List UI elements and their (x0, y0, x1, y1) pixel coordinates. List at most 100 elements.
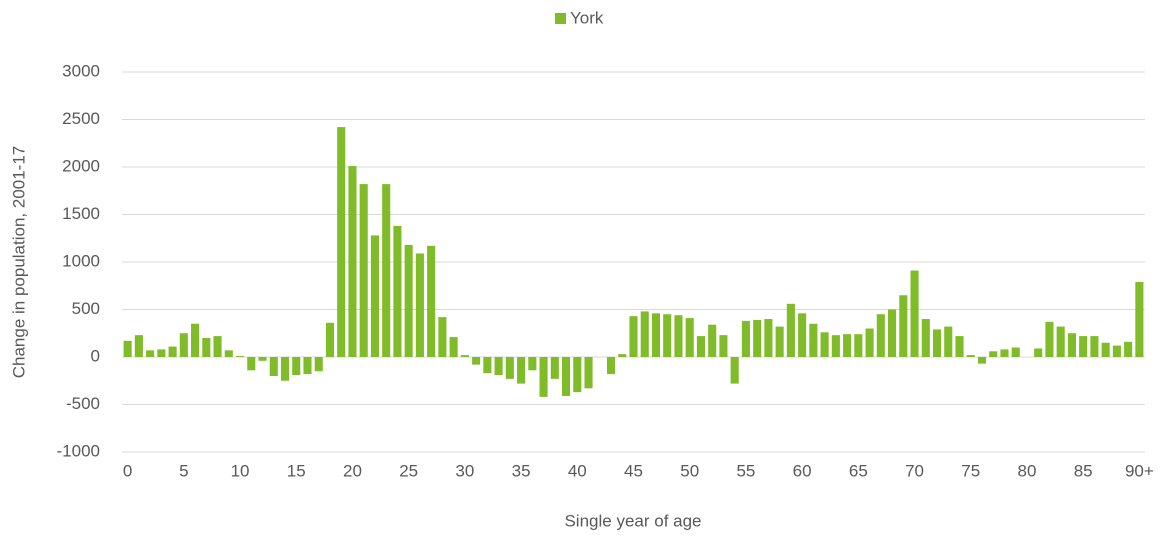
y-tick-label: 3000 (62, 61, 100, 80)
bar (269, 357, 278, 376)
bar (1090, 336, 1099, 357)
bar (640, 311, 649, 357)
bar (404, 244, 413, 357)
bar (910, 270, 919, 357)
y-axis-title: Change in population, 2001-17 (9, 146, 28, 379)
bar (921, 319, 930, 357)
x-tick-label: 45 (624, 461, 643, 480)
bar (494, 357, 503, 376)
bar (944, 326, 953, 357)
bar (483, 357, 492, 374)
bar (584, 357, 593, 389)
y-tick-label: 2000 (62, 156, 100, 175)
bar (1112, 345, 1121, 357)
x-tick-label: 5 (179, 461, 188, 480)
bar (348, 166, 357, 357)
bar (1135, 281, 1144, 357)
bar (393, 225, 402, 357)
legend-swatch (555, 13, 566, 24)
bar (472, 357, 481, 365)
bar (337, 127, 346, 357)
x-tick-label: 40 (568, 461, 587, 480)
bar (741, 320, 750, 357)
y-tick-label: 1000 (62, 251, 100, 270)
bar (696, 336, 705, 357)
bar (539, 357, 548, 397)
bar (977, 357, 987, 364)
bar (438, 317, 447, 357)
bar (798, 313, 807, 357)
bar (854, 334, 863, 357)
bar (460, 355, 469, 357)
bar (932, 329, 942, 357)
x-axis-title: Single year of age (564, 511, 701, 530)
x-tick-label: 90+ (1125, 461, 1154, 480)
bar (1034, 348, 1043, 357)
x-tick-label: 85 (1074, 461, 1093, 480)
bar (719, 335, 728, 357)
bar (134, 335, 143, 357)
bar (382, 184, 391, 357)
bar (753, 319, 762, 357)
bar (224, 350, 233, 357)
y-tick-label: -1000 (57, 441, 100, 460)
bar (179, 333, 188, 357)
x-tick-label: 60 (793, 461, 812, 480)
bar (618, 354, 627, 357)
x-tick-label: 25 (399, 461, 418, 480)
bar (1067, 333, 1076, 357)
x-tick-label: 70 (905, 461, 924, 480)
bar (292, 357, 301, 376)
bar (314, 357, 323, 372)
bar (955, 336, 964, 357)
bar (359, 184, 368, 357)
bar (899, 295, 908, 357)
bar (202, 338, 211, 357)
bar (989, 351, 998, 357)
bar (168, 346, 177, 357)
bar (888, 309, 897, 357)
y-tick-label: -500 (66, 394, 100, 413)
bar (809, 323, 818, 357)
x-tick-label: 75 (961, 461, 980, 480)
bar (528, 357, 537, 371)
bar (517, 357, 526, 384)
legend-label: York (570, 8, 604, 27)
bar (786, 303, 795, 357)
y-tick-label: 500 (72, 299, 100, 318)
bar (775, 326, 784, 357)
bar (449, 337, 458, 357)
bar (550, 357, 559, 379)
bar (123, 340, 132, 357)
y-tick-label: 2500 (62, 109, 100, 128)
bar (213, 336, 222, 357)
bar (235, 356, 245, 357)
bar (370, 235, 379, 357)
x-tick-label: 10 (231, 461, 250, 480)
bar (876, 314, 885, 357)
bar (1000, 349, 1009, 357)
x-tick-label: 0 (123, 461, 132, 480)
bar (820, 332, 829, 357)
bar (685, 318, 694, 357)
bar (146, 350, 155, 357)
bar (1101, 342, 1110, 357)
bar (573, 357, 582, 393)
bar (708, 324, 717, 357)
x-tick-label: 35 (512, 461, 531, 480)
bar (191, 323, 200, 357)
bar (651, 313, 661, 357)
bar (247, 357, 256, 371)
x-tick-label: 65 (849, 461, 868, 480)
bar (1124, 341, 1133, 357)
bar (157, 349, 166, 357)
x-tick-label: 15 (287, 461, 306, 480)
bar (415, 253, 424, 357)
bar (325, 322, 335, 357)
bar (674, 315, 683, 357)
x-tick-label: 80 (1018, 461, 1037, 480)
x-tick-label: 55 (736, 461, 755, 480)
bar (663, 314, 672, 357)
bar (730, 357, 739, 384)
x-tick-label: 50 (680, 461, 699, 480)
